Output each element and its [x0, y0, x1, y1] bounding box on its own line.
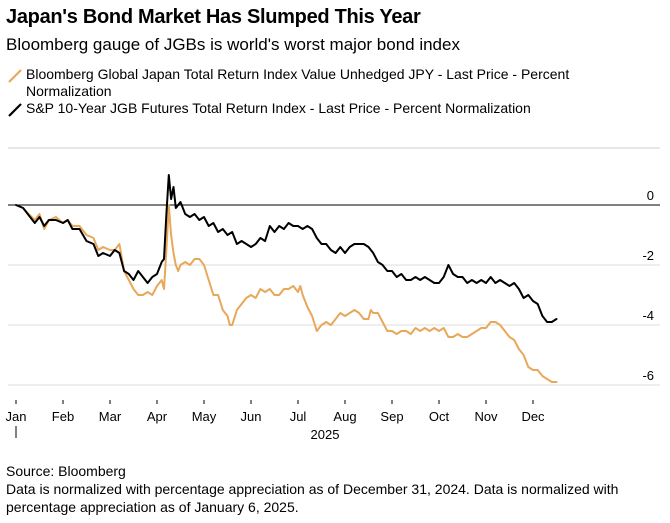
x-tick-label: Jan — [6, 409, 27, 424]
x-tick-label: Apr — [147, 409, 168, 424]
legend-item-sp: S&P 10-Year JGB Futures Total Return Ind… — [6, 100, 656, 117]
y-tick-label: 0 — [647, 188, 654, 203]
legend-label-bloomberg: Bloomberg Global Japan Total Return Inde… — [26, 66, 570, 99]
legend-swatch-orange — [8, 69, 22, 83]
x-tick-label: Nov — [474, 409, 498, 424]
y-tick-label: -2 — [642, 248, 654, 263]
series-line-sp — [15, 174, 558, 323]
source-text: Source: Bloomberg — [6, 463, 126, 479]
x-tick-label: Dec — [521, 409, 545, 424]
x-tick-label: Jun — [241, 409, 262, 424]
legend: Bloomberg Global Japan Total Return Inde… — [6, 66, 656, 117]
x-tick-label: Aug — [333, 409, 356, 424]
chart-title: Japan's Bond Market Has Slumped This Yea… — [6, 6, 421, 28]
chart-subtitle: Bloomberg gauge of JGBs is world's worst… — [6, 35, 460, 54]
x-tick-label: Sep — [380, 409, 403, 424]
legend-swatch-black — [8, 103, 22, 117]
footer: Source: Bloomberg Data is normalized wit… — [6, 462, 661, 516]
series-line-bloomberg — [15, 204, 558, 383]
legend-label-sp: S&P 10-Year JGB Futures Total Return Ind… — [26, 100, 531, 116]
y-tick-label: -6 — [642, 368, 654, 383]
x-tick-label: Oct — [429, 409, 450, 424]
x-tick-label: May — [192, 409, 217, 424]
x-axis-year-label: 2025 — [311, 427, 340, 442]
x-tick-label: Mar — [99, 409, 122, 424]
legend-item-bloomberg: Bloomberg Global Japan Total Return Inde… — [6, 66, 656, 100]
note-text: Data is normalized with percentage appre… — [6, 481, 619, 515]
x-tick-label: Jul — [290, 409, 307, 424]
y-tick-label: -4 — [642, 308, 654, 323]
x-tick-label: Feb — [52, 409, 74, 424]
